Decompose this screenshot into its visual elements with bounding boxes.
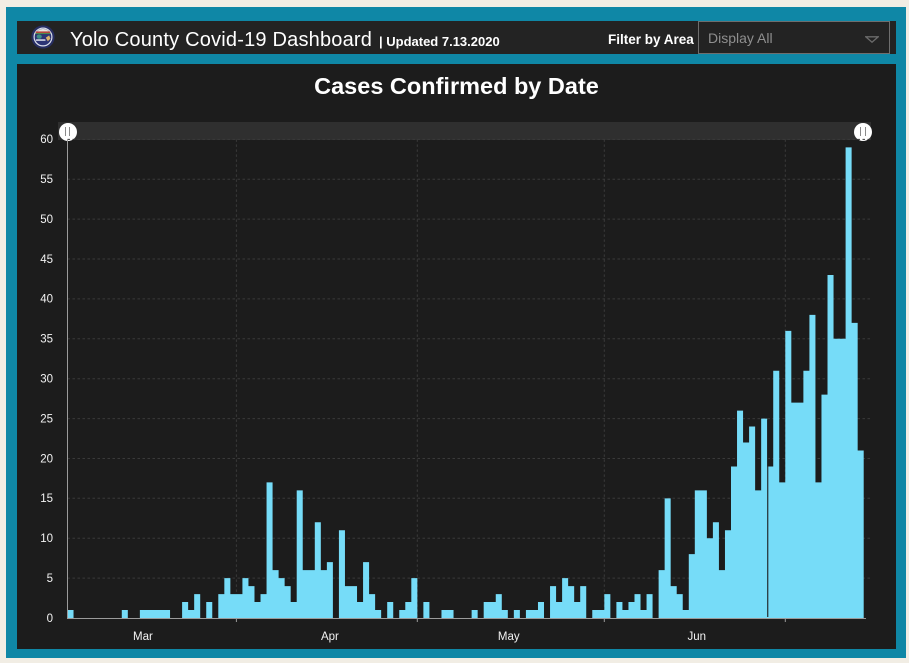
svg-text:45: 45 [40, 254, 53, 266]
svg-text:May: May [498, 631, 520, 643]
svg-text:50: 50 [40, 214, 53, 226]
svg-text:30: 30 [40, 374, 53, 386]
svg-text:5: 5 [47, 573, 53, 585]
svg-text:55: 55 [40, 174, 53, 186]
svg-text:35: 35 [40, 334, 53, 346]
svg-text:15: 15 [40, 493, 53, 505]
svg-text:20: 20 [40, 453, 53, 465]
svg-text:Apr: Apr [321, 631, 339, 643]
svg-text:10: 10 [40, 533, 53, 545]
svg-text:0: 0 [47, 613, 53, 625]
svg-text:25: 25 [40, 413, 53, 425]
svg-text:60: 60 [40, 134, 53, 146]
svg-text:Jun: Jun [688, 631, 707, 643]
svg-text:40: 40 [40, 294, 53, 306]
svg-text:Mar: Mar [133, 631, 153, 643]
